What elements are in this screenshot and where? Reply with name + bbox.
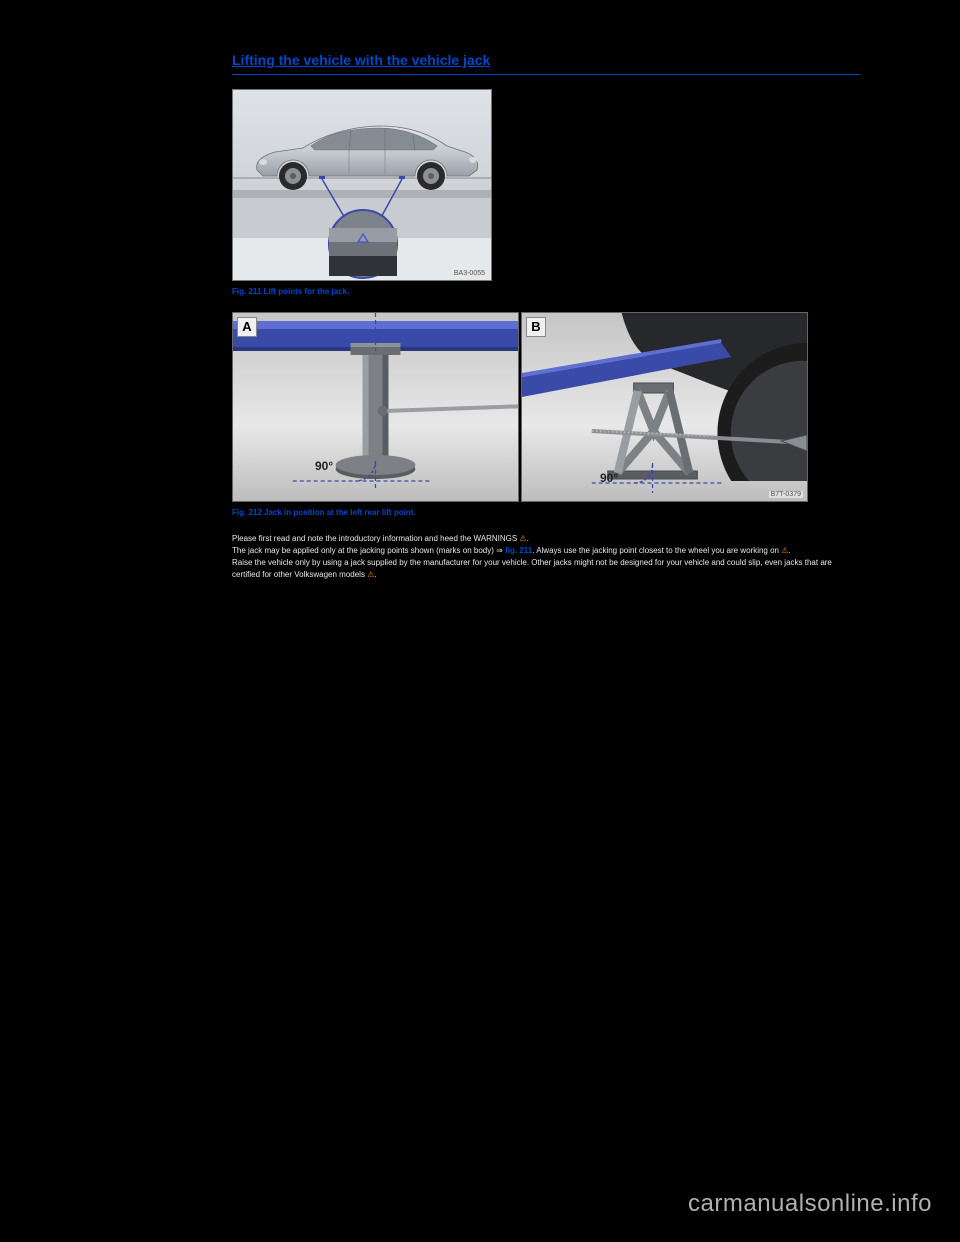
warning-icon: ⚠ [519, 534, 526, 543]
fig-211-label: BA3-0055 [452, 270, 487, 277]
heading-rule [232, 74, 860, 75]
p3-text: Raise the vehicle only by using a jack s… [232, 558, 832, 579]
fig-211-caption: Fig. 211 Lift points for the jack. [232, 287, 860, 296]
p3-dot: . [374, 570, 376, 579]
fig-211-link[interactable]: fig. 211 [505, 546, 532, 555]
jack-column-illustration [233, 313, 518, 501]
p2-dot: . [788, 546, 790, 555]
figure-211: BA3-0055 [232, 89, 492, 281]
p2-post: . Always use the jacking point closest t… [532, 546, 781, 555]
body-text-block: Please first read and note the introduct… [232, 533, 860, 581]
paragraph-1: Please first read and note the introduct… [232, 533, 860, 545]
fig-212-caption: Fig. 212 Jack in position at the left re… [232, 508, 860, 517]
panel-a-label: A [237, 317, 257, 337]
panel-b-label: B [526, 317, 546, 337]
scissor-jack-illustration [522, 313, 807, 501]
p1-dot: . [527, 534, 529, 543]
fig-212-label: B7T-0379 [769, 491, 803, 498]
p2-pre: The jack may be applied only at the jack… [232, 546, 505, 555]
panel-b: B [521, 312, 808, 502]
panel-a: A [232, 312, 519, 502]
p1-text: Please first read and note the introduct… [232, 534, 519, 543]
paragraph-2: The jack may be applied only at the jack… [232, 545, 860, 557]
car-lift-points-illustration [233, 90, 492, 281]
section-heading: Lifting the vehicle with the vehicle jac… [232, 52, 860, 68]
figure-212: A [232, 312, 808, 502]
paragraph-3: Raise the vehicle only by using a jack s… [232, 557, 860, 581]
angle-b: 90° [600, 471, 618, 485]
angle-a: 90° [315, 459, 333, 473]
watermark: carmanualsonline.info [688, 1190, 932, 1218]
